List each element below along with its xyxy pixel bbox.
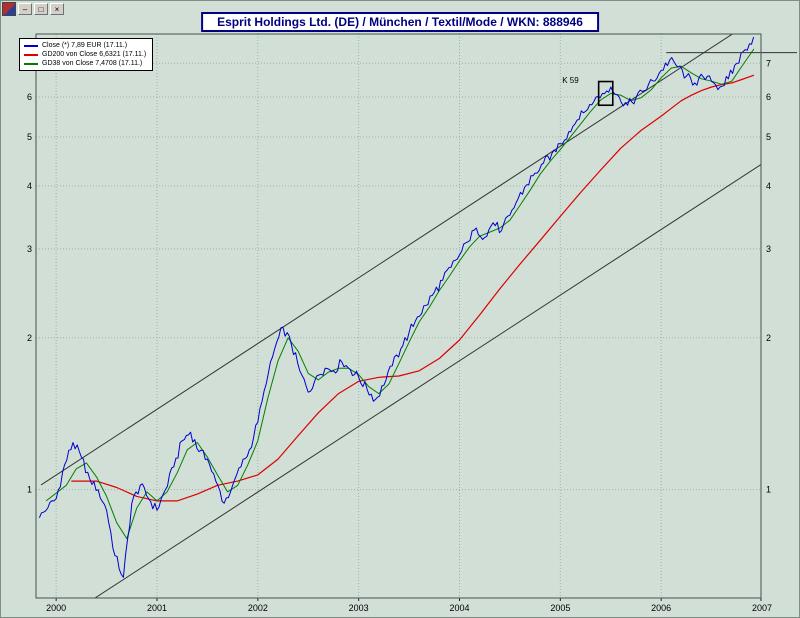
y-tick-label-left: 1 <box>27 485 32 495</box>
x-tick-label: 2005 <box>550 603 570 613</box>
window-controls: – □ × <box>2 2 64 16</box>
y-tick-label-left: 6 <box>27 92 32 102</box>
legend-label: GD200 von Close 6,6321 (17.11.) <box>42 51 147 58</box>
price-close-line <box>38 36 755 578</box>
y-tick-label-left: 3 <box>27 244 32 254</box>
x-tick-label: 2002 <box>248 603 268 613</box>
y-tick-label-right: 2 <box>766 333 771 343</box>
close-line-swatch <box>24 44 38 47</box>
legend-label: GD38 von Close 7,4708 (17.11.) <box>42 60 143 67</box>
x-tick-label: 2004 <box>449 603 469 613</box>
y-tick-label-right: 7 <box>766 58 771 68</box>
minimize-button[interactable]: – <box>18 3 32 15</box>
close-button[interactable]: × <box>50 3 64 15</box>
trend-channel-upper <box>40 34 734 486</box>
legend-item-close[interactable]: Close (*) 7,89 EUR (17.11.) <box>24 42 146 49</box>
restore-button[interactable]: □ <box>34 3 48 15</box>
y-tick-label-left: 5 <box>27 132 32 142</box>
y-tick-label-right: 6 <box>766 92 771 102</box>
x-tick-label: 2003 <box>349 603 369 613</box>
x-tick-label: 2007 <box>752 603 772 613</box>
annotation-k59-label: K 59 <box>562 76 579 85</box>
x-tick-label: 2001 <box>147 603 167 613</box>
app-icon <box>2 2 16 16</box>
trend-channel-lower <box>94 164 761 598</box>
plot-layers <box>38 34 761 598</box>
x-tick-label: 2000 <box>46 603 66 613</box>
y-tick-label-right: 3 <box>766 244 771 254</box>
gd38-line-swatch <box>24 62 38 65</box>
ma-gd200-line <box>71 74 755 502</box>
gd200-line-swatch <box>24 53 38 56</box>
y-tick-label-right: 4 <box>766 181 771 191</box>
chart-title: Esprit Holdings Ltd. (DE) / München / Te… <box>201 12 599 32</box>
legend[interactable]: Close (*) 7,89 EUR (17.11.) GD200 von Clo… <box>19 38 154 71</box>
y-tick-label-left: 2 <box>27 333 32 343</box>
plot-border <box>35 33 762 599</box>
y-tick-label-right: 5 <box>766 132 771 142</box>
legend-label: Close (*) 7,89 EUR (17.11.) <box>42 42 128 49</box>
legend-item-gd200[interactable]: GD200 von Close 6,6321 (17.11.) <box>24 51 146 58</box>
x-tick-label: 2006 <box>651 603 671 613</box>
grid: 1122334455667720002001200220032004200520… <box>27 34 772 613</box>
annotation-highlight-rect <box>597 80 614 107</box>
plot-area[interactable] <box>36 34 761 598</box>
legend-item-gd38[interactable]: GD38 von Close 7,4708 (17.11.) <box>24 60 146 67</box>
y-tick-label-left: 4 <box>27 181 32 191</box>
y-tick-label-right: 1 <box>766 485 771 495</box>
